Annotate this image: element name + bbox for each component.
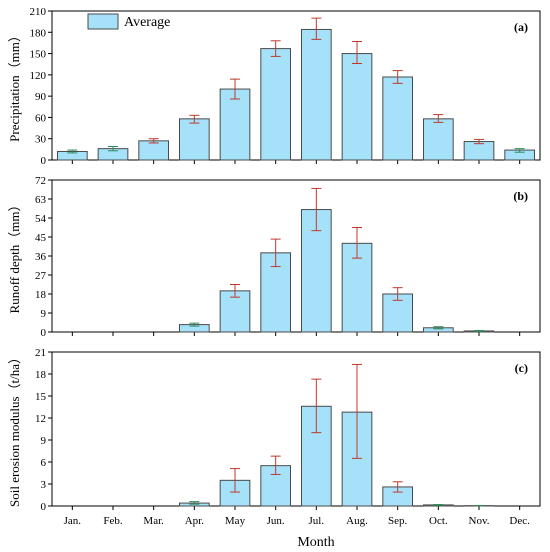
y-tick-label: 0 (41, 327, 47, 339)
y-tick-label: 180 (30, 27, 47, 39)
x-tick-label: Nov. (469, 515, 490, 527)
x-tick-label: Sep. (388, 515, 408, 527)
panel-c-xticks: Jan. Feb. Mar. Apr. May Jun. Jul. Aug. Sep. Oct. N… (64, 515, 531, 527)
bar-nov (463, 141, 495, 161)
x-tick-label: Jan. (64, 515, 82, 527)
panel-b-frame (51, 179, 541, 333)
legend-label: Average (124, 15, 170, 30)
bar-oct (422, 118, 454, 161)
y-tick-label: 30 (35, 134, 47, 146)
x-tick-label: Jun. (267, 515, 285, 527)
y-tick-label: 0 (41, 501, 47, 513)
y-tick-label: 15 (35, 391, 47, 403)
panel-c-frame (51, 351, 541, 507)
y-tick-label: 3 (41, 479, 47, 491)
panel-a-label: (a) (514, 20, 528, 34)
bar-apr (178, 118, 210, 161)
bar-jun (260, 48, 292, 161)
bar-may (219, 88, 251, 161)
y-tick-label: 120 (30, 70, 47, 82)
y-tick-label: 60 (35, 112, 47, 124)
panel-c: 0 3 6 9 12 15 18 21 Jan. Feb. Mar. Apr. May Jun. Jul.… (7, 347, 541, 550)
x-tick-label: Oct. (429, 515, 448, 527)
panel-c-bars (178, 363, 495, 507)
x-tick-label: May (225, 515, 246, 527)
x-tick-label: Aug. (346, 515, 368, 527)
y-tick-label: 6 (41, 457, 47, 469)
panel-a-axes: 0 30 60 90 120 150 180 210 (30, 6, 521, 167)
panel-a: 0 30 60 90 120 150 180 210 (a) Precipitation（mm… (7, 6, 541, 167)
y-tick-label: 36 (35, 251, 47, 263)
y-tick-label: 210 (30, 6, 47, 18)
bar-mar (138, 140, 170, 161)
x-tick-label: Dec. (509, 515, 530, 527)
y-tick-label: 45 (35, 232, 47, 244)
y-tick-label: 21 (35, 347, 46, 359)
y-tick-label: 9 (41, 435, 47, 447)
y-tick-label: 90 (35, 91, 47, 103)
bar-aug (341, 53, 373, 161)
y-tick-label: 0 (41, 155, 47, 167)
panel-b-ylabel: Runoff depth（mm） (7, 199, 22, 314)
y-tick-label: 63 (35, 194, 47, 206)
panel-c-axes: 0 3 6 9 12 15 18 21 (35, 347, 521, 513)
y-tick-label: 72 (35, 175, 46, 187)
panel-b-axes: 0 9 18 27 36 45 54 63 72 (35, 175, 521, 339)
panel-c-ylabel: Soil erosion modulus（t/ha） (7, 351, 22, 507)
panel-b: 0 9 18 27 36 45 54 63 72 (b) Runoff depth（mm） (7, 175, 541, 339)
y-tick-label: 27 (35, 270, 47, 282)
x-tick-label: Jul. (309, 515, 325, 527)
legend-swatch (87, 13, 119, 30)
y-tick-label: 12 (35, 413, 46, 425)
panel-a-ylabel: Precipitation（mm） (7, 29, 22, 142)
x-tick-label: Apr. (185, 515, 205, 527)
panel-b-label: (b) (513, 189, 528, 203)
bar-sep (382, 76, 414, 161)
panel-c-label: (c) (515, 361, 528, 375)
bar-jul (300, 28, 332, 161)
x-tick-label: Mar. (143, 515, 164, 527)
y-tick-label: 18 (35, 289, 47, 301)
x-axis-label: Month (297, 535, 334, 550)
y-tick-label: 150 (30, 49, 47, 61)
x-tick-label: Feb. (103, 515, 123, 527)
legend: Average (87, 13, 170, 30)
y-tick-label: 18 (35, 369, 47, 381)
y-tick-label: 54 (35, 213, 47, 225)
panel-a-bars (56, 17, 536, 161)
panel-b-bars (178, 187, 495, 333)
panel-a-frame (51, 10, 541, 161)
y-tick-label: 9 (41, 308, 47, 320)
